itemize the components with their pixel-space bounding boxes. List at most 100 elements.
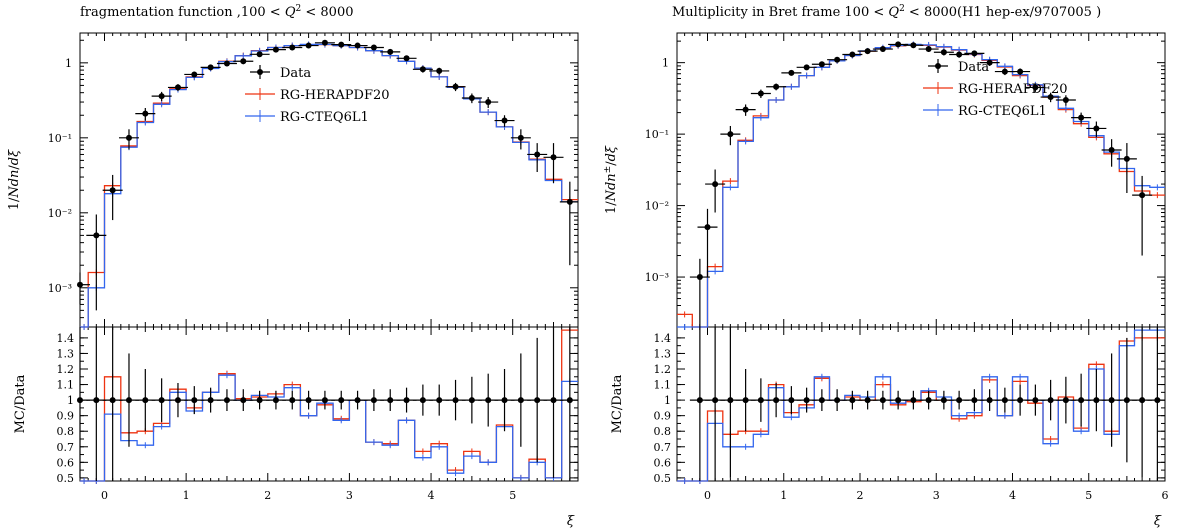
data-point	[142, 397, 149, 404]
data-point	[895, 41, 902, 48]
y-tick-label: 1	[662, 57, 669, 70]
data-point	[864, 397, 871, 404]
text-span: dξ	[604, 145, 619, 161]
ratio-tick-label: 0.8	[57, 425, 75, 438]
data-point	[910, 42, 917, 49]
data-point	[803, 64, 810, 71]
data-point	[1123, 397, 1130, 404]
data-point	[501, 397, 508, 404]
text-span: Ndn	[7, 170, 22, 199]
data-point	[485, 397, 492, 404]
data-point	[403, 397, 410, 404]
data-point	[1047, 397, 1054, 404]
data-point	[849, 51, 856, 58]
ratio-tick-label: 1.1	[654, 379, 672, 392]
ratio-series-rg-cteq6l1	[677, 327, 1165, 484]
series-rg-cteq6l1	[677, 41, 1165, 330]
data-point	[256, 51, 263, 58]
data-point	[223, 397, 230, 404]
x-tick-label: 2	[264, 489, 271, 502]
data-point	[501, 117, 508, 124]
data-point	[370, 44, 377, 51]
text-span: 1.4	[57, 332, 75, 345]
x-tick-label: 3	[933, 489, 940, 502]
data-point	[940, 49, 947, 56]
text-span: /	[604, 161, 619, 166]
data-point	[1001, 397, 1008, 404]
text-span: 1.2	[57, 363, 75, 376]
data-point	[256, 397, 263, 404]
text-span: 3	[933, 489, 940, 502]
text-span: dξ	[7, 149, 22, 165]
data-point	[534, 397, 541, 404]
text-span: 1.2	[654, 363, 672, 376]
data-point	[517, 397, 524, 404]
series-data	[77, 39, 578, 311]
data-point	[77, 281, 83, 288]
text-span: 1	[662, 57, 669, 70]
data-point	[727, 397, 734, 404]
data-point	[338, 41, 345, 48]
data-point	[956, 397, 963, 404]
chart-panel-1: fragmentation function ,100 < Q2 < 80001…	[7, 4, 579, 529]
ratio-tick-label: 1.3	[57, 347, 75, 360]
text-span: 10⁻³	[645, 271, 669, 284]
data-point	[879, 397, 886, 404]
data-point	[158, 93, 165, 100]
text-span: 0.9	[654, 410, 672, 423]
x-tick-label: 1	[780, 489, 787, 502]
data-point	[125, 134, 132, 141]
ratio-tick-label: 0.8	[654, 425, 672, 438]
data-point	[925, 397, 932, 404]
data-point	[818, 61, 825, 68]
legend-label: RG-HERAPDF20	[958, 82, 1068, 97]
data-point	[773, 397, 780, 404]
data-point	[109, 187, 116, 194]
data-point	[354, 42, 361, 49]
text-span: < 8000(H1 hep-ex/9707005 )	[905, 5, 1101, 20]
data-point	[272, 397, 279, 404]
text-span: 10⁻¹	[645, 128, 669, 141]
ratio-tick-label: 1	[67, 394, 74, 407]
ratio-tick-label: 1.4	[654, 332, 672, 345]
text-span: 3	[346, 489, 353, 502]
ratio-tick-label: 1.3	[654, 347, 672, 360]
ratio-tick-label: 1.2	[57, 363, 75, 376]
ratio-tick-label: 1.1	[57, 379, 75, 392]
data-point	[452, 83, 459, 90]
data-point	[550, 154, 557, 161]
data-point	[109, 397, 116, 404]
text-span: 2	[296, 4, 302, 14]
x-tick-label: 3	[346, 489, 353, 502]
legend: Data RG-HERAPDF20 RG-CTEQ6L1	[245, 65, 390, 125]
data-point	[757, 90, 764, 97]
data-point	[1062, 397, 1069, 404]
data-point	[1017, 68, 1024, 75]
ratio-tick-label: 0.7	[57, 441, 75, 454]
data-point	[387, 48, 394, 55]
text-span: Ndn	[604, 173, 619, 202]
ratio-series-rg-herapdf20	[677, 334, 1165, 484]
step-line	[80, 43, 578, 328]
data-point	[1108, 397, 1115, 404]
data-point	[1032, 397, 1039, 404]
data-point	[174, 397, 181, 404]
ratio-series-rg-cteq6l1	[80, 372, 578, 484]
data-point	[566, 397, 573, 404]
x-tick-label: 2	[857, 489, 864, 502]
y-tick-label: 10⁻¹	[645, 128, 669, 141]
data-point	[1154, 397, 1161, 404]
text-span: 1.1	[654, 379, 672, 392]
ratio-axis-label: MC/Data	[610, 374, 625, 433]
data-point	[834, 397, 841, 404]
data-point	[788, 69, 795, 76]
data-point	[517, 134, 524, 141]
data-point	[436, 67, 443, 74]
text-span: RG-CTEQ6L1	[958, 104, 1047, 119]
data-point	[272, 46, 279, 53]
series-data	[689, 41, 1153, 327]
data-point	[803, 397, 810, 404]
text-span: 0.7	[57, 441, 75, 454]
legend-label: Data	[958, 60, 989, 75]
data-point	[191, 397, 198, 404]
